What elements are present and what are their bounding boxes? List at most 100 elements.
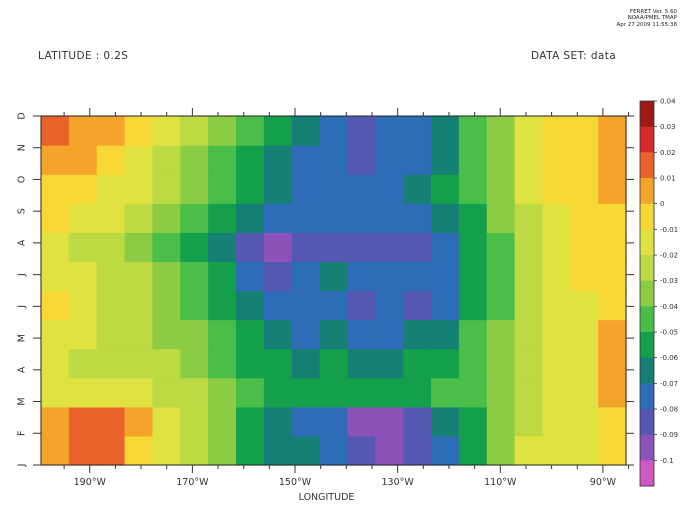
heat-cell bbox=[375, 406, 404, 437]
heat-cell bbox=[403, 435, 432, 466]
heat-cell bbox=[41, 203, 70, 233]
heat-cell bbox=[598, 116, 627, 146]
heat-cell bbox=[431, 261, 460, 292]
y-tick-label: A bbox=[17, 239, 28, 246]
heat-cell bbox=[458, 319, 488, 350]
heat-cell bbox=[180, 203, 209, 233]
heat-cell bbox=[542, 174, 571, 204]
heat-cell bbox=[263, 406, 293, 437]
heat-cell bbox=[514, 116, 544, 146]
heat-cell bbox=[347, 145, 376, 175]
heat-cell bbox=[403, 203, 432, 233]
colorbar-label: 0.03 bbox=[660, 123, 676, 131]
heat-cell bbox=[542, 319, 571, 350]
heat-cell bbox=[124, 319, 154, 350]
heat-cell bbox=[291, 203, 321, 233]
heat-cell bbox=[570, 435, 599, 466]
colorbar-segment bbox=[640, 203, 654, 230]
heat-cell bbox=[319, 319, 349, 350]
heat-cell bbox=[68, 145, 98, 175]
heat-cell bbox=[319, 435, 349, 466]
heat-cell bbox=[208, 203, 237, 233]
heat-cell bbox=[236, 261, 265, 292]
heat-cell bbox=[403, 406, 432, 437]
heat-cell bbox=[486, 203, 516, 233]
heat-cell bbox=[96, 319, 126, 350]
x-tick-label: 190°W bbox=[74, 477, 107, 488]
colorbar-label: -0.03 bbox=[660, 277, 678, 285]
stamp-line-lab: NOAA/PMEL TMAP bbox=[627, 15, 677, 22]
heat-cell bbox=[514, 435, 544, 466]
heat-cell bbox=[598, 435, 627, 466]
heat-cell bbox=[486, 406, 516, 437]
heat-cell bbox=[208, 290, 237, 321]
plot-frame bbox=[40, 115, 627, 466]
stamp-line-date: Apr 27 2009 11:55:38 bbox=[616, 21, 677, 28]
heat-cell bbox=[208, 348, 237, 379]
heat-cell bbox=[542, 377, 571, 408]
heat-cell bbox=[68, 290, 98, 321]
heat-cell bbox=[180, 145, 209, 175]
heat-cell bbox=[542, 261, 571, 292]
heat-cell bbox=[542, 145, 571, 175]
heat-cell bbox=[291, 116, 321, 146]
heat-cell bbox=[208, 377, 237, 408]
x-tick-label: 150°W bbox=[279, 477, 312, 488]
heat-cell bbox=[403, 261, 432, 292]
heat-cell bbox=[431, 203, 460, 233]
heat-cell bbox=[598, 377, 627, 408]
heat-cell bbox=[514, 377, 544, 408]
heat-cell bbox=[431, 435, 460, 466]
heat-cell bbox=[570, 203, 599, 233]
heat-cell bbox=[291, 232, 321, 263]
heat-cell bbox=[375, 116, 404, 146]
heat-cell bbox=[403, 348, 432, 379]
stamp-line-version: FERRET Ver. 5.60 bbox=[629, 9, 677, 15]
heat-cell bbox=[598, 203, 627, 233]
latitude-label: LATITUDE : 0.2S bbox=[38, 50, 129, 62]
heat-cell bbox=[68, 319, 98, 350]
y-tick-label: M bbox=[17, 334, 28, 342]
heat-cell bbox=[41, 319, 70, 350]
colorbar-label: -0.02 bbox=[660, 252, 678, 260]
colorbar-frame bbox=[639, 100, 655, 487]
colorbar-label: -0.08 bbox=[660, 406, 678, 414]
heat-cell bbox=[208, 261, 237, 292]
heat-cell bbox=[486, 348, 516, 379]
colorbar-segment bbox=[640, 383, 654, 410]
heat-cell bbox=[375, 174, 404, 204]
heat-cell bbox=[542, 435, 571, 466]
heat-cell bbox=[347, 406, 376, 437]
x-axis: 190°W 170°W 150°W 130°W 110°W 90°W bbox=[63, 108, 630, 488]
colorbar-segment bbox=[640, 101, 654, 128]
heat-cell bbox=[514, 203, 544, 233]
heat-cell bbox=[431, 174, 460, 204]
heat-cell bbox=[152, 319, 181, 350]
heat-cell bbox=[236, 319, 265, 350]
heatmap-cells bbox=[41, 116, 627, 466]
heat-cell bbox=[347, 290, 376, 321]
heat-cell bbox=[598, 406, 627, 437]
heat-cell bbox=[486, 174, 516, 204]
colorbar-label: -0.06 bbox=[660, 354, 679, 362]
heat-cell bbox=[347, 174, 376, 204]
heat-cell bbox=[291, 435, 321, 466]
colorbar-label: -0.07 bbox=[660, 380, 678, 388]
heat-cell bbox=[41, 406, 70, 437]
heat-cell bbox=[458, 290, 488, 321]
heat-cell bbox=[598, 319, 627, 350]
heat-cell bbox=[375, 348, 404, 379]
colorbar-label: 0.01 bbox=[660, 175, 676, 183]
heat-cell bbox=[570, 319, 599, 350]
y-tick-label: A bbox=[17, 366, 28, 373]
heat-cell bbox=[598, 174, 627, 204]
colorbar-segment bbox=[640, 280, 654, 307]
heat-cell bbox=[375, 203, 404, 233]
heat-cell bbox=[96, 203, 126, 233]
heat-cell bbox=[263, 145, 293, 175]
heat-cell bbox=[486, 377, 516, 408]
heat-cell bbox=[68, 174, 98, 204]
colorbar: 0.04 0.03 0.02 0.01 0 -0.01 -0.02 -0.03 -0.04 -0.… bbox=[639, 98, 679, 487]
heat-cell bbox=[514, 261, 544, 292]
heat-cell bbox=[41, 377, 70, 408]
